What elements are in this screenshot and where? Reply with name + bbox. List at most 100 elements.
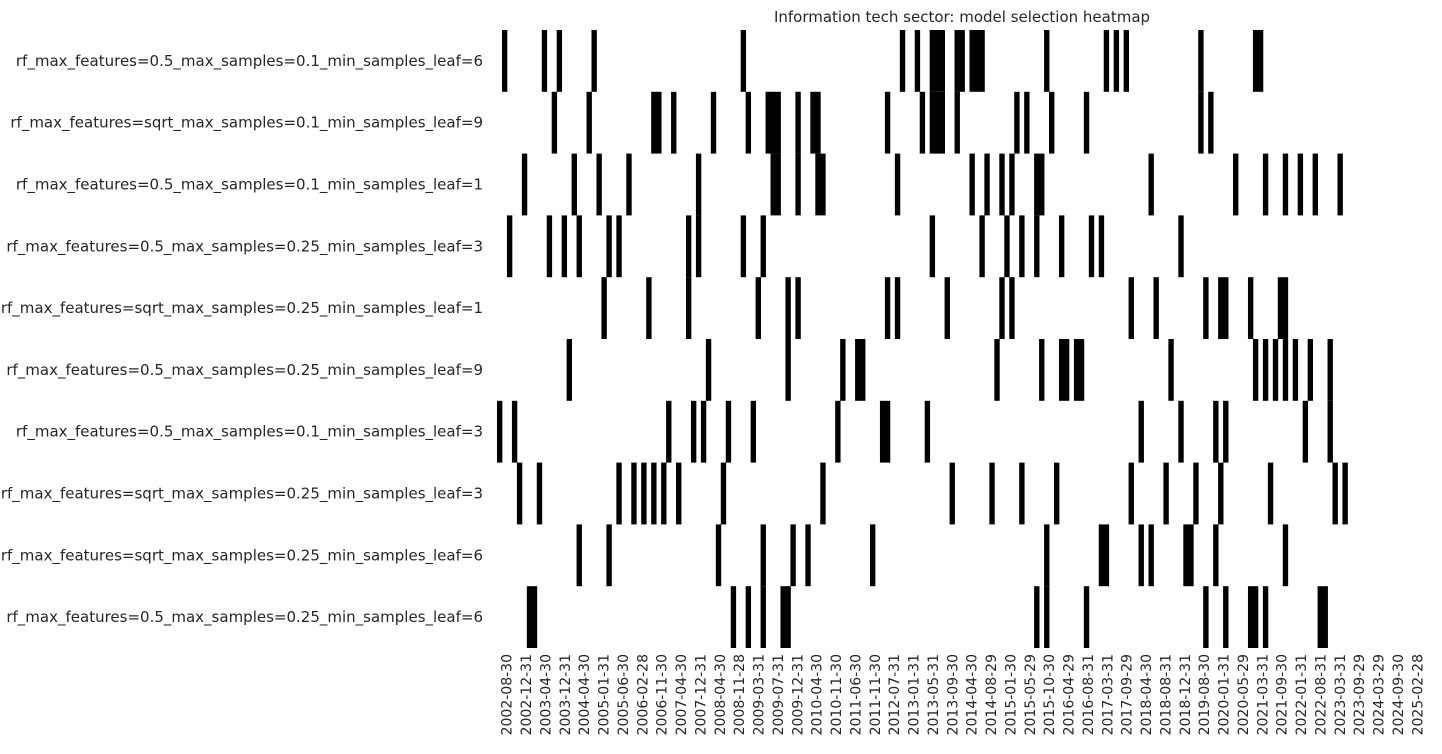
heatmap-cell [1193, 462, 1199, 525]
heatmap-cell [1183, 524, 1189, 587]
x-tick-label: 2018-12-31 [1178, 654, 1194, 735]
heatmap-cell [884, 400, 891, 463]
y-tick-label: rf_max_features=0.5_max_samples=0.1_min_… [16, 176, 483, 195]
heatmap-cell [616, 215, 622, 278]
x-tick-label: 2006-02-28 [635, 654, 651, 735]
x-tick-label: 2025-02-28 [1410, 654, 1426, 735]
heatmap-cell [1337, 153, 1343, 216]
heatmap-cell [1083, 91, 1090, 154]
heatmap-cell [1198, 91, 1204, 154]
heatmap-cell [745, 586, 752, 648]
heatmap-cell [805, 524, 811, 587]
heatmap-cell [631, 462, 637, 525]
y-tick-label: rf_max_features=0.5_max_samples=0.25_min… [6, 608, 483, 627]
heatmap-cell [1039, 153, 1045, 216]
heatmap-cell [899, 30, 906, 92]
heatmap-cell [934, 91, 941, 154]
heatmap-cell [820, 462, 826, 525]
heatmap-cell [521, 153, 528, 216]
heatmap-cell [606, 215, 612, 278]
heatmap-cell [685, 215, 692, 278]
heatmap-cell [1148, 524, 1154, 587]
x-tick-labels: 2002-08-30 2002-12-31 2003-04-30 2003-12-31… [500, 654, 1427, 735]
heatmap-cell [1223, 400, 1229, 463]
x-tick-label: 2016-04-29 [1062, 654, 1078, 735]
heatmap-cell [1024, 91, 1030, 154]
heatmap-cell [531, 586, 538, 648]
heatmap-cell [690, 400, 697, 463]
heatmap-cell [1019, 462, 1025, 525]
x-tick-label: 2019-08-30 [1197, 654, 1213, 735]
heatmap-cell [1138, 524, 1144, 587]
heatmap-cell [1004, 215, 1010, 278]
x-tick-label: 2023-03-31 [1333, 654, 1349, 735]
heatmap-cell [516, 462, 523, 525]
heatmap-cell [1252, 339, 1259, 401]
heatmap-cell [1049, 91, 1055, 154]
heatmap-cell [546, 215, 553, 278]
heatmap-cell [1083, 586, 1090, 648]
x-tick-label: 2015-10-30 [1042, 654, 1058, 735]
heatmap-cell [914, 30, 921, 92]
chart-title: Information tech sector: model selection… [774, 8, 1150, 26]
heatmap-cell [795, 277, 801, 339]
heatmap-cell [1257, 30, 1264, 92]
heatmap-cell [974, 30, 980, 92]
y-tick-labels: rf_max_features=0.5_max_samples=0.1_min_… [1, 52, 483, 627]
x-tick-label: 2008-04-30 [713, 654, 729, 735]
y-tick-label: rf_max_features=sqrt_max_samples=0.25_mi… [1, 546, 483, 565]
heatmap-cell [576, 215, 582, 278]
heatmap-cell [929, 30, 936, 92]
heatmap-cell [1218, 462, 1224, 525]
heatmap-cell [571, 153, 577, 216]
heatmap-cell [1034, 153, 1040, 216]
heatmap-cell [1332, 462, 1338, 525]
heatmap-cell [755, 277, 761, 339]
heatmap-cell [1307, 339, 1314, 401]
heatmap-cell [1252, 30, 1259, 92]
heatmap-cell [1247, 277, 1254, 339]
x-tick-label: 2003-04-30 [538, 654, 554, 735]
heatmap-cell [1039, 339, 1045, 401]
heatmap-cell [959, 30, 965, 92]
heatmap-cell [785, 277, 791, 339]
heatmap-cell [785, 586, 791, 648]
x-tick-label: 2008-11-28 [732, 654, 748, 735]
y-tick-label: rf_max_features=sqrt_max_samples=0.1_min… [10, 114, 483, 133]
heatmap-cell [730, 586, 737, 648]
x-tick-label: 2012-07-31 [887, 654, 903, 735]
x-tick-label: 2022-01-31 [1294, 654, 1310, 735]
heatmap-cell [656, 91, 662, 154]
x-tick-label: 2005-06-30 [616, 654, 632, 735]
x-tick-label: 2009-03-31 [752, 654, 768, 735]
heatmap-cell [1317, 586, 1323, 648]
heatmap-cell [1327, 339, 1333, 401]
heatmap-cell [760, 215, 766, 278]
heatmap-cell [1044, 30, 1050, 92]
y-tick-label: rf_max_features=0.5_max_samples=0.25_min… [6, 361, 483, 380]
heatmap-cell [1098, 524, 1105, 587]
heatmap-cell [1267, 462, 1274, 525]
heatmap-cell [551, 91, 558, 154]
y-tick-label: rf_max_features=0.5_max_samples=0.1_min_… [16, 423, 483, 442]
heatmap-cell [810, 91, 816, 154]
x-tick-label: 2024-03-29 [1372, 654, 1388, 735]
heatmap-cell [1073, 339, 1080, 401]
x-tick-label: 2009-12-31 [790, 654, 806, 735]
heatmap-cell [929, 215, 936, 278]
y-tick-label: rf_max_features=0.5_max_samples=0.25_min… [6, 237, 483, 256]
heatmap-cell [685, 277, 692, 339]
heatmap-cell [740, 30, 747, 92]
heatmap-cell [616, 462, 622, 525]
heatmap-cell [969, 30, 975, 92]
heatmap-cell [939, 30, 945, 92]
x-tick-label: 2004-04-30 [577, 654, 593, 735]
heatmap-cell [536, 462, 543, 525]
heatmap-cell [1297, 153, 1304, 216]
heatmap-cell [1009, 277, 1015, 339]
heatmap-cell [1262, 339, 1269, 401]
heatmap-cell [1272, 339, 1279, 401]
heatmap-cell [1034, 215, 1040, 278]
heatmap-cell [1063, 339, 1070, 401]
x-tick-label: 2003-12-31 [558, 654, 574, 735]
